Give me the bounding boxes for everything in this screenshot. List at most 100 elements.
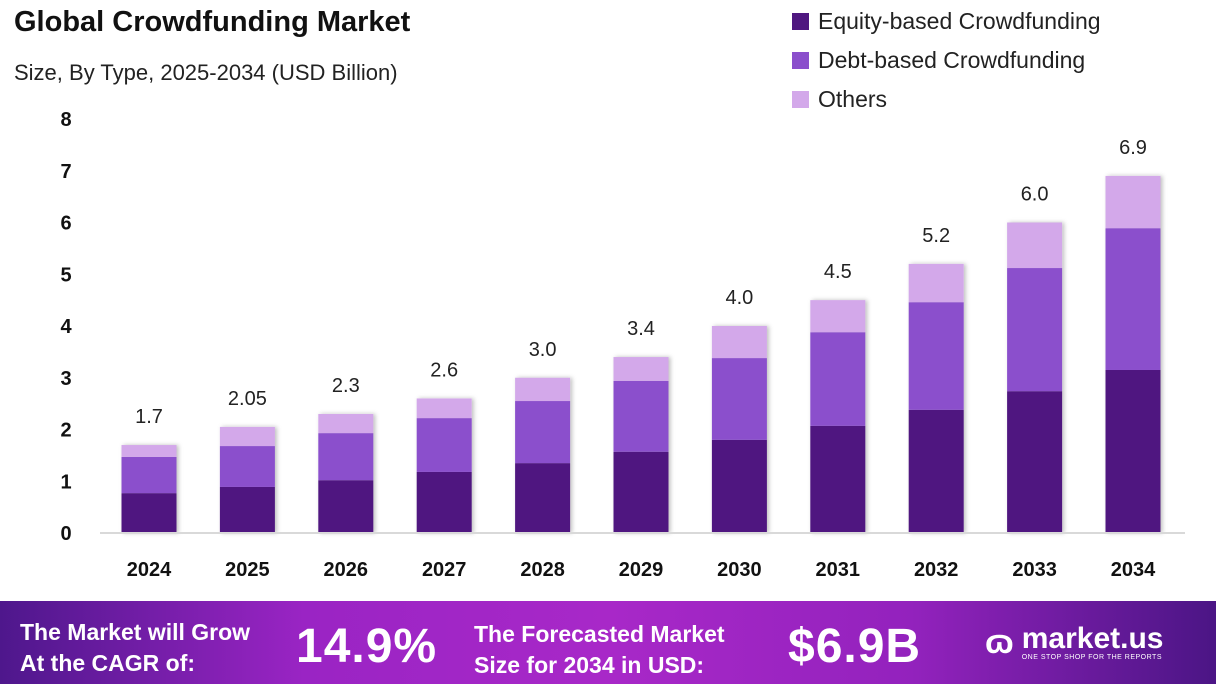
bar-segment — [810, 425, 866, 533]
bar-segment — [1007, 222, 1063, 269]
legend-item-equity: Equity-based Crowdfunding — [792, 2, 1101, 41]
y-tick-label: 5 — [60, 264, 71, 286]
bar-stack-2029 — [613, 357, 669, 533]
legend-label: Equity-based Crowdfunding — [818, 8, 1101, 34]
legend: Equity-based Crowdfunding Debt-based Cro… — [792, 2, 1101, 119]
bar-segment — [121, 456, 177, 494]
forecast-label: The Forecasted Market Size for 2034 in U… — [474, 619, 725, 681]
legend-label: Others — [818, 86, 888, 112]
y-tick-label: 1 — [60, 471, 71, 493]
forecast-label-line1: The Forecasted Market — [474, 621, 725, 647]
data-label: 2.05 — [228, 388, 267, 410]
bar-segment — [121, 445, 177, 457]
bar-segment — [1105, 175, 1161, 229]
bar-segment — [219, 486, 275, 533]
data-label: 3.0 — [529, 339, 557, 361]
bar-stack-2031 — [810, 300, 866, 533]
cagr-label-line2: At the CAGR of: — [20, 650, 196, 676]
bar-segment — [1105, 369, 1161, 533]
x-tick-label: 2034 — [1111, 559, 1156, 581]
x-tick-label: 2032 — [914, 559, 959, 581]
forecast-value: $6.9B — [788, 620, 922, 673]
x-tick-label: 2027 — [422, 559, 467, 581]
x-tick-label: 2025 — [225, 559, 270, 581]
x-tick-label: 2026 — [324, 559, 369, 581]
bar-segment — [711, 358, 767, 440]
legend-item-others: Others — [792, 80, 1101, 119]
data-label: 1.7 — [135, 406, 163, 428]
bar-segment — [711, 439, 767, 533]
y-tick-label: 2 — [60, 420, 71, 442]
bar-stack-2026 — [318, 413, 374, 533]
bar-segment — [219, 446, 275, 487]
cagr-label: The Market will Grow At the CAGR of: — [20, 617, 250, 679]
x-tick-label: 2024 — [127, 559, 172, 581]
market-us-logo: ɷ market.us ONE STOP SHOP FOR THE REPORT… — [985, 623, 1163, 662]
cagr-label-line1: The Market will Grow — [20, 619, 251, 645]
bar-stack-2034 — [1105, 175, 1161, 533]
y-tick-label: 4 — [60, 316, 72, 338]
bar-segment — [613, 380, 669, 452]
logo-tagline: ONE STOP SHOP FOR THE REPORTS — [1021, 654, 1163, 661]
y-tick-label: 8 — [60, 109, 71, 131]
y-tick-label: 0 — [60, 523, 71, 545]
bar-segment — [810, 300, 866, 333]
bar-segment — [318, 433, 374, 481]
data-label: 2.6 — [430, 359, 458, 381]
legend-item-debt: Debt-based Crowdfunding — [792, 41, 1101, 80]
data-label: 3.4 — [627, 318, 655, 340]
data-label: 4.5 — [824, 261, 852, 283]
bar-stack-2033 — [1007, 222, 1063, 533]
bar-stack-2025 — [219, 426, 275, 533]
forecast-label-line2: Size for 2034 in USD: — [474, 652, 705, 678]
bar-segment — [515, 463, 571, 533]
bar-segment — [515, 401, 571, 464]
data-label: 4.0 — [725, 287, 753, 309]
bar-stack-2030 — [711, 326, 767, 533]
legend-label: Debt-based Crowdfunding — [818, 47, 1086, 73]
logo-name: market.us — [1021, 622, 1164, 655]
bar-segment — [908, 263, 964, 303]
x-tick-label: 2033 — [1012, 559, 1057, 581]
bar-segment — [318, 413, 374, 434]
bar-segment — [613, 357, 669, 381]
bar-segment — [416, 418, 472, 472]
data-label: 5.2 — [922, 225, 950, 247]
bar-segment — [416, 471, 472, 533]
bar-segment — [1007, 268, 1063, 392]
bar-stack-2028 — [515, 377, 571, 533]
bar-segment — [908, 409, 964, 533]
bar-chart: 0 1 2 3 4 5 6 7 8 1.7 2.05 2.3 2.6 3.0 3.4 4.0 4.5 5.2 6.… — [60, 109, 1185, 581]
x-tick-label: 2030 — [717, 559, 762, 581]
bar-segment — [121, 493, 177, 533]
bar-segment — [908, 302, 964, 410]
bar-segment — [219, 426, 275, 447]
y-tick-label: 3 — [60, 368, 71, 390]
data-label: 6.0 — [1021, 184, 1049, 206]
bar-segment — [613, 451, 669, 533]
legend-swatch — [792, 13, 809, 30]
bar-segment — [1105, 228, 1161, 370]
data-label: 2.3 — [332, 375, 360, 397]
summary-banner: The Market will Grow At the CAGR of: 14.… — [0, 601, 1216, 684]
y-tick-label: 6 — [60, 213, 71, 235]
bar-segment — [1007, 391, 1063, 533]
logo-mark-icon: ɷ — [985, 623, 1014, 661]
legend-swatch — [792, 91, 809, 108]
y-tick-label: 7 — [60, 161, 71, 183]
x-tick-label: 2031 — [816, 559, 861, 581]
bar-stack-2024 — [121, 445, 177, 533]
bar-segment — [515, 377, 571, 402]
legend-swatch — [792, 52, 809, 69]
bar-segment — [810, 332, 866, 426]
chart-subtitle: Size, By Type, 2025-2034 (USD Billion) — [14, 60, 398, 85]
x-tick-label: 2028 — [520, 559, 565, 581]
cagr-value: 14.9% — [296, 620, 438, 673]
bar-segment — [711, 326, 767, 359]
bar-stack-2027 — [416, 398, 472, 533]
bar-segment — [318, 480, 374, 533]
chart-title: Global Crowdfunding Market — [14, 6, 411, 38]
bar-segment — [416, 398, 472, 419]
x-tick-label: 2029 — [619, 559, 664, 581]
data-label: 6.9 — [1119, 137, 1147, 159]
